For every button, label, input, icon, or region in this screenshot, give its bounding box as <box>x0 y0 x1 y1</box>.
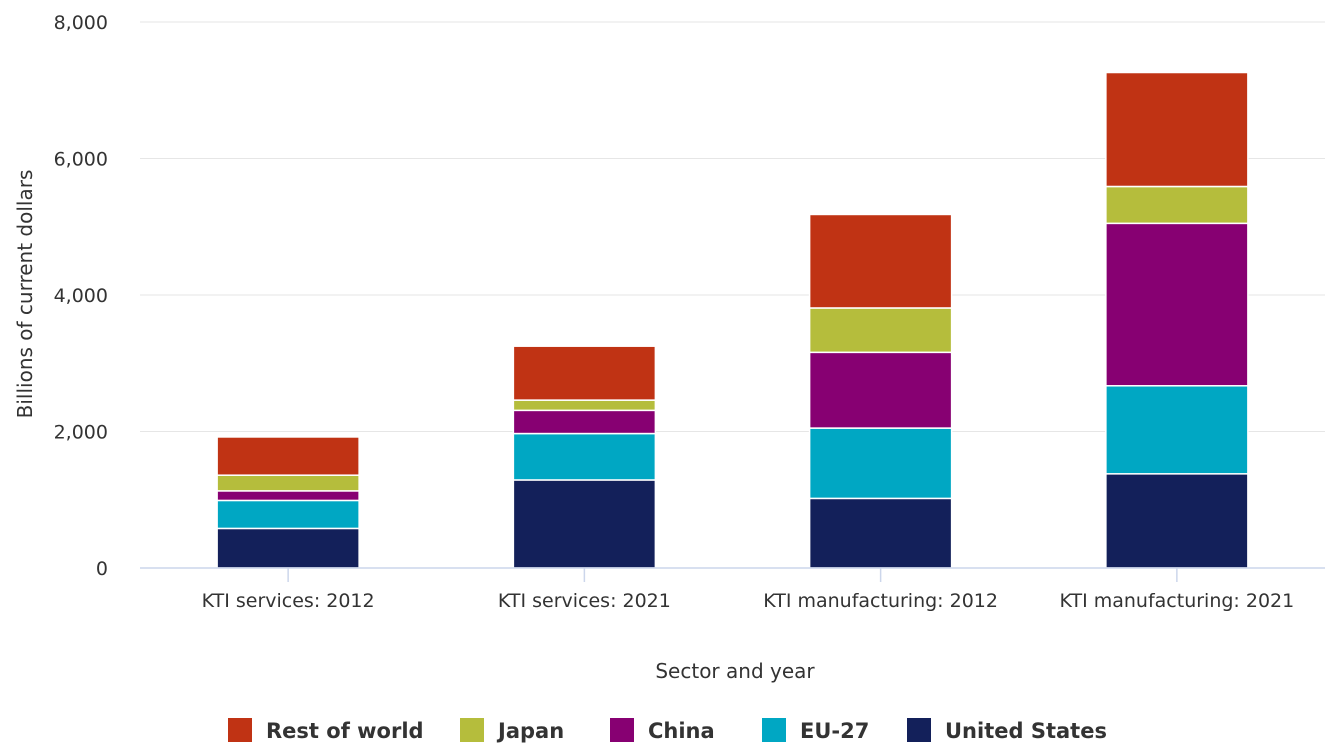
bar-china <box>216 490 360 502</box>
x-tick-label: KTI manufacturing: 2021 <box>1060 590 1295 612</box>
y-tick-label: 4,000 <box>54 285 108 307</box>
bar-rest-of-world <box>216 436 360 476</box>
bar-china <box>1105 222 1249 387</box>
bar-eu-27 <box>512 432 657 481</box>
y-axis-title: Billions of current dollars <box>13 170 37 419</box>
x-axis-title: Sector and year <box>655 659 815 683</box>
x-tick-label: KTI services: 2021 <box>498 590 671 612</box>
legend-swatch-rest-of-world <box>228 718 252 742</box>
legend-label-united-states: United States <box>945 719 1107 743</box>
bar-eu-27 <box>216 499 360 530</box>
legend: Rest of world Japan China EU-27 United State… <box>228 718 1107 743</box>
legend-swatch-china <box>610 718 634 742</box>
legend-swatch-eu-27 <box>762 718 786 742</box>
bar-rest-of-world <box>1105 71 1249 188</box>
bar-japan <box>512 399 657 412</box>
legend-label-japan: Japan <box>496 719 564 743</box>
bars <box>216 71 1249 569</box>
legend-label-china: China <box>648 719 715 743</box>
x-tick-label: KTI services: 2012 <box>202 590 375 612</box>
bar-eu-27 <box>1105 385 1249 475</box>
bar-china <box>808 351 953 429</box>
legend-label-rest-of-world: Rest of world <box>266 719 424 743</box>
bar-china <box>512 409 657 435</box>
legend-swatch-united-states <box>907 718 931 742</box>
bar-united-states <box>1105 473 1249 569</box>
bar-united-states <box>216 527 360 569</box>
bar-united-states <box>512 479 657 569</box>
y-tick-label: 8,000 <box>54 12 108 34</box>
bar-eu-27 <box>808 427 953 500</box>
bar-japan <box>216 474 360 492</box>
axes: 0 2,000 4,000 6,000 8,000 KTI services: 2012 K… <box>54 12 1325 612</box>
legend-label-eu-27: EU-27 <box>800 719 869 743</box>
legend-swatch-japan <box>460 718 484 742</box>
x-tick-label: KTI manufacturing: 2012 <box>763 590 998 612</box>
y-tick-label: 2,000 <box>54 422 108 444</box>
y-tick-label: 6,000 <box>54 149 108 171</box>
bar-united-states <box>808 497 953 569</box>
bar-rest-of-world <box>512 345 657 401</box>
y-tick-label: 0 <box>96 558 108 580</box>
bar-japan <box>1105 185 1249 225</box>
bar-japan <box>808 307 953 354</box>
bar-rest-of-world <box>808 213 953 309</box>
